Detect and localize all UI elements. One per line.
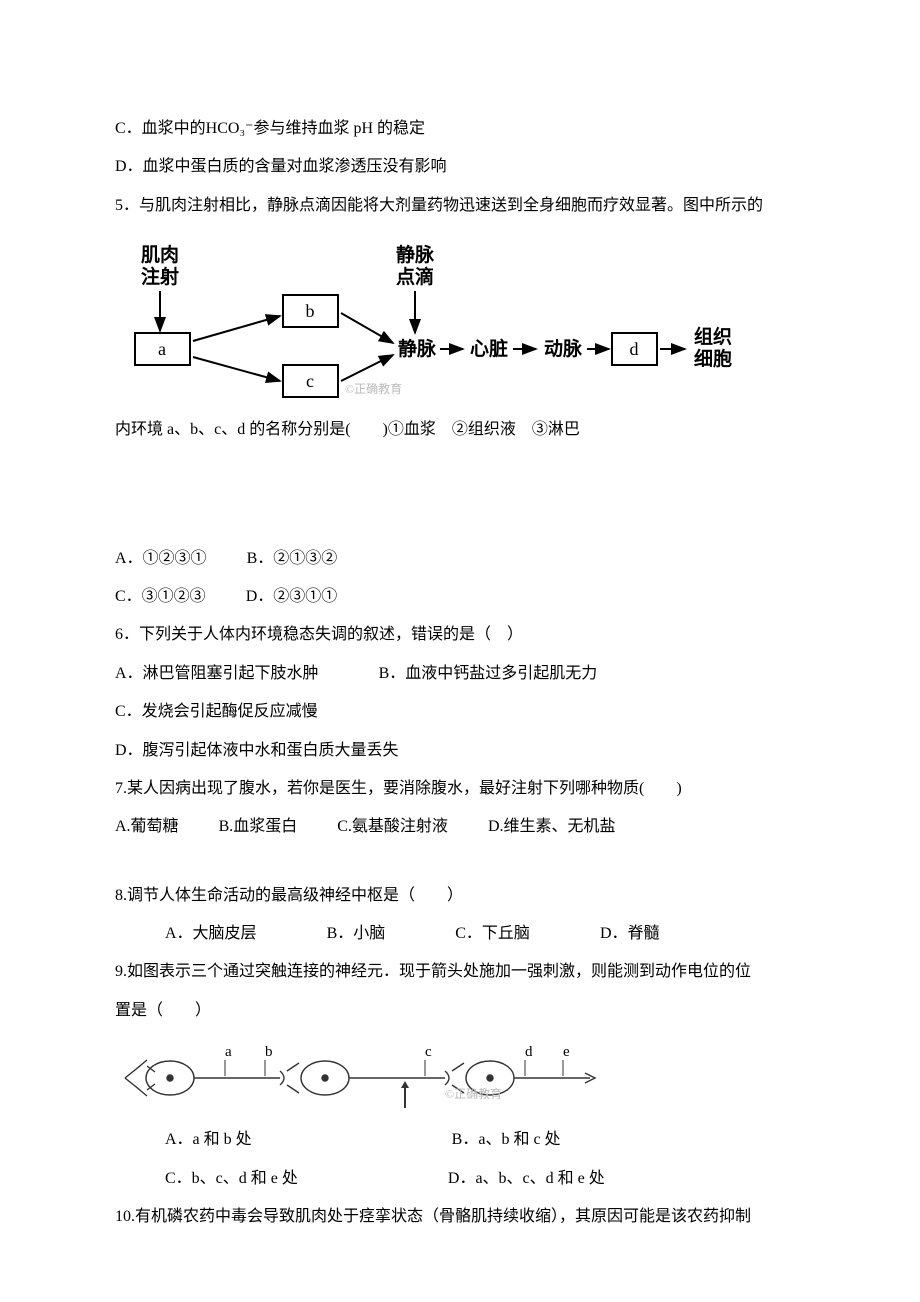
q5-options-row1: A．①②③① B．②①③②: [115, 540, 805, 578]
q7-options: A.葡萄糖 B.血浆蛋白 C.氨基酸注射液 D.维生素、无机盐: [115, 808, 805, 846]
q9-opt-d: D．a、b、c、d 和 e 处: [448, 1160, 605, 1198]
q6-opt-b: B．血液中钙盐过多引起肌无力: [379, 655, 598, 693]
q5-opt-d: D．②③①①: [246, 578, 338, 616]
svg-text:注射: 注射: [141, 265, 179, 288]
q9-watermark: ©正确教育: [445, 1086, 502, 1101]
q9-opt-c: C．b、c、d 和 e 处: [165, 1160, 298, 1198]
q7-stem: 7.某人因病出现了腹水，若你是医生，要消除腹水，最好注射下列哪种物质( ): [115, 770, 805, 808]
q6-opt-a: A．淋巴管阻塞引起下肢水肿: [115, 655, 319, 693]
box-c: c: [306, 371, 314, 391]
label-vein: 静脉: [398, 337, 437, 360]
q-prev-opt-c: C．血浆中的HCO₃⁻参与维持血浆 pH 的稳定: [115, 110, 805, 148]
q7-opt-a: A.葡萄糖: [115, 808, 179, 846]
q7-opt-c: C.氨基酸注射液: [337, 808, 448, 846]
box-a: a: [158, 339, 166, 359]
svg-text:点滴: 点滴: [396, 265, 434, 288]
q9-opt-b: B．a、b 和 c 处: [452, 1121, 561, 1159]
q9-opt-a: A．a 和 b 处: [165, 1121, 252, 1159]
q5-diagram: 肌肉 注射 a b c 静脉 点滴 静脉 心脏 动脉 d 组织 细胞 ©正确教育: [115, 233, 805, 403]
q8-opt-c: C．下丘脑: [455, 915, 530, 953]
q7-opt-b: B.血浆蛋白: [219, 808, 298, 846]
label-muscle-injection: 肌肉: [141, 243, 179, 266]
q6-opt-d: D．腹泻引起体液中水和蛋白质大量丢失: [115, 732, 805, 770]
watermark-text: ©正确教育: [345, 381, 402, 396]
label-d: d: [525, 1044, 533, 1060]
q8-opt-d: D．脊髓: [600, 915, 660, 953]
q6-row1: A．淋巴管阻塞引起下肢水肿 B．血液中钙盐过多引起肌无力: [115, 655, 805, 693]
q8-options: A．大脑皮层 B．小脑 C．下丘脑 D．脊髓: [115, 915, 805, 953]
q5-stem: 5．与肌肉注射相比，静脉点滴因能将大剂量药物迅速送到全身细胞而疗效显著。图中所示…: [115, 187, 805, 225]
q9-stem1: 9.如图表示三个通过突触连接的神经元．现于箭头处施加一强刺激，则能测到动作电位的…: [115, 953, 805, 991]
q5-post: 内环境 a、b、c、d 的名称分别是( )①血浆 ②组织液 ③淋巴: [115, 411, 805, 449]
q8-stem: 8.调节人体生命活动的最高级神经中枢是（ ）: [115, 877, 805, 915]
q10-stem: 10.有机磷农药中毒会导致肌肉处于痉挛状态（骨骼肌持续收缩），其原因可能是该农药…: [115, 1198, 805, 1236]
label-c: c: [425, 1044, 432, 1060]
box-d: d: [630, 339, 639, 359]
q9-diagram: a b c d e ©正确教育: [115, 1038, 805, 1113]
q9-options: A．a 和 b 处 B．a、b 和 c 处 C．b、c、d 和 e 处 D．a、…: [115, 1121, 805, 1198]
q5-opt-b: B．②①③②: [247, 540, 338, 578]
box-b: b: [306, 301, 315, 321]
q6-stem: 6．下列关于人体内环境稳态失调的叙述，错误的是（ ）: [115, 616, 805, 654]
q7-opt-d: D.维生素、无机盐: [488, 808, 616, 846]
q-prev-opt-d: D．血浆中蛋白质的含量对血浆渗透压没有影响: [115, 148, 805, 186]
label-b: b: [265, 1044, 273, 1060]
svg-text:细胞: 细胞: [694, 347, 732, 370]
label-artery: 动脉: [544, 337, 583, 360]
q8-opt-a: A．大脑皮层: [165, 915, 257, 953]
label-a: a: [225, 1044, 232, 1060]
q8-opt-b: B．小脑: [327, 915, 386, 953]
label-tissue-cell: 组织: [694, 325, 732, 348]
q6-opt-c: C．发烧会引起酶促反应减慢: [115, 693, 805, 731]
q9-stem2: 置是（ ）: [115, 992, 805, 1030]
label-iv-drip: 静脉: [396, 243, 435, 266]
label-e: e: [563, 1044, 570, 1060]
q5-options-row2: C．③①②③ D．②③①①: [115, 578, 805, 616]
label-heart: 心脏: [470, 337, 508, 360]
q5-opt-a: A．①②③①: [115, 540, 207, 578]
q5-opt-c: C．③①②③: [115, 578, 206, 616]
